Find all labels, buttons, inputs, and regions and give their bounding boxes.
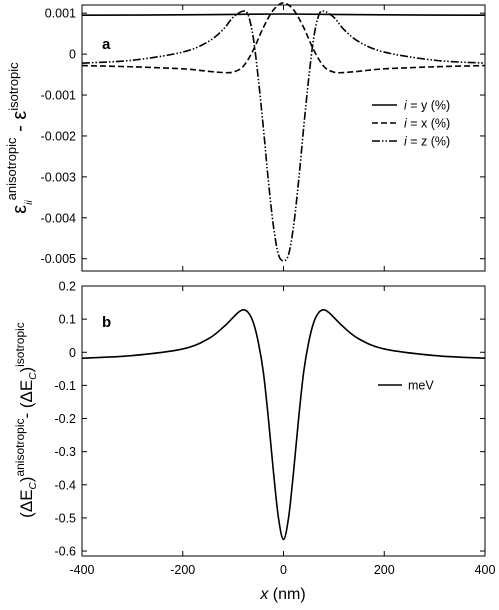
panel-a-legend: i = y (%) i = x (%) i = z (%) <box>372 99 450 149</box>
panel-b-ytick-label: -0.5 <box>54 511 76 525</box>
panel-b-ylabel: (ΔEC)anisotropic- (ΔEC)isotropic <box>13 322 39 518</box>
panel-b-ytick-label: -0.2 <box>54 412 76 426</box>
panel-b-ticks: 0.2 0.1 0 -0.1 -0.2 -0.3 -0.4 -0.5 -0.6 -400 -200 0… <box>54 280 495 578</box>
legend-label-y: i = y (%) <box>404 99 450 113</box>
panel-b-xtick-label: 400 <box>475 563 496 577</box>
legend-label-x: i = x (%) <box>404 117 450 131</box>
panel-b-ytick-label: -0.3 <box>54 445 76 459</box>
panel-a-ytick-label: -0.002 <box>41 129 76 143</box>
panel-b-ytick-label: -0.4 <box>54 478 76 492</box>
panel-b-label: b <box>102 314 111 331</box>
panel-b-xtick-label: 0 <box>280 563 287 577</box>
legend-label-mev: meV <box>408 379 434 393</box>
panel-b-ytick-label: 0 <box>69 346 76 360</box>
panel-b-ytick-label: -0.6 <box>54 545 76 559</box>
panel-a-ytick-label: -0.003 <box>41 170 76 184</box>
panel-b-ytick-label: -0.1 <box>54 379 76 393</box>
panel-a-lines <box>81 2 486 262</box>
panel-a-ticks: 0.001 0 -0.001 -0.002 -0.003 -0.004 -0.005 <box>41 5 486 271</box>
panel-b-ytick-label: 0.2 <box>59 280 76 294</box>
panel-b-legend: meV <box>378 379 434 393</box>
panel-a-series-solid <box>81 13 486 17</box>
panel-a: 0.001 0 -0.001 -0.002 -0.003 -0.004 -0.005 a i… <box>4 2 486 272</box>
panel-a-ytick-label: 0.001 <box>45 7 76 21</box>
legend-label-z: i = z (%) <box>404 135 450 149</box>
panel-b-xtick-label: -200 <box>170 563 195 577</box>
panel-a-ytick-label: -0.005 <box>41 252 76 266</box>
panel-b-xlabel: x (nm) <box>259 586 305 603</box>
panel-a-series-dashed <box>81 2 486 74</box>
panel-b-lines <box>81 309 486 541</box>
panel-b-frame <box>81 285 486 557</box>
panel-a-ytick-label: -0.004 <box>41 211 76 225</box>
panel-a-series-dashdotdot <box>81 10 486 262</box>
panel-a-ytick-label: -0.001 <box>41 89 76 103</box>
panel-b-ytick-label: 0.1 <box>59 313 76 327</box>
panel-b-xtick-label: -400 <box>69 563 94 577</box>
panel-b-series-solid <box>81 309 486 541</box>
panel-a-ylabel: εiianisotropic - εisotropic <box>4 62 35 214</box>
panel-b-xtick-label: 200 <box>374 563 395 577</box>
panel-a-ytick-label: 0 <box>69 48 76 62</box>
panel-a-label: a <box>102 36 111 53</box>
panel-b: 0.2 0.1 0 -0.1 -0.2 -0.3 -0.4 -0.5 -0.6 -400 -200 0… <box>13 280 495 604</box>
